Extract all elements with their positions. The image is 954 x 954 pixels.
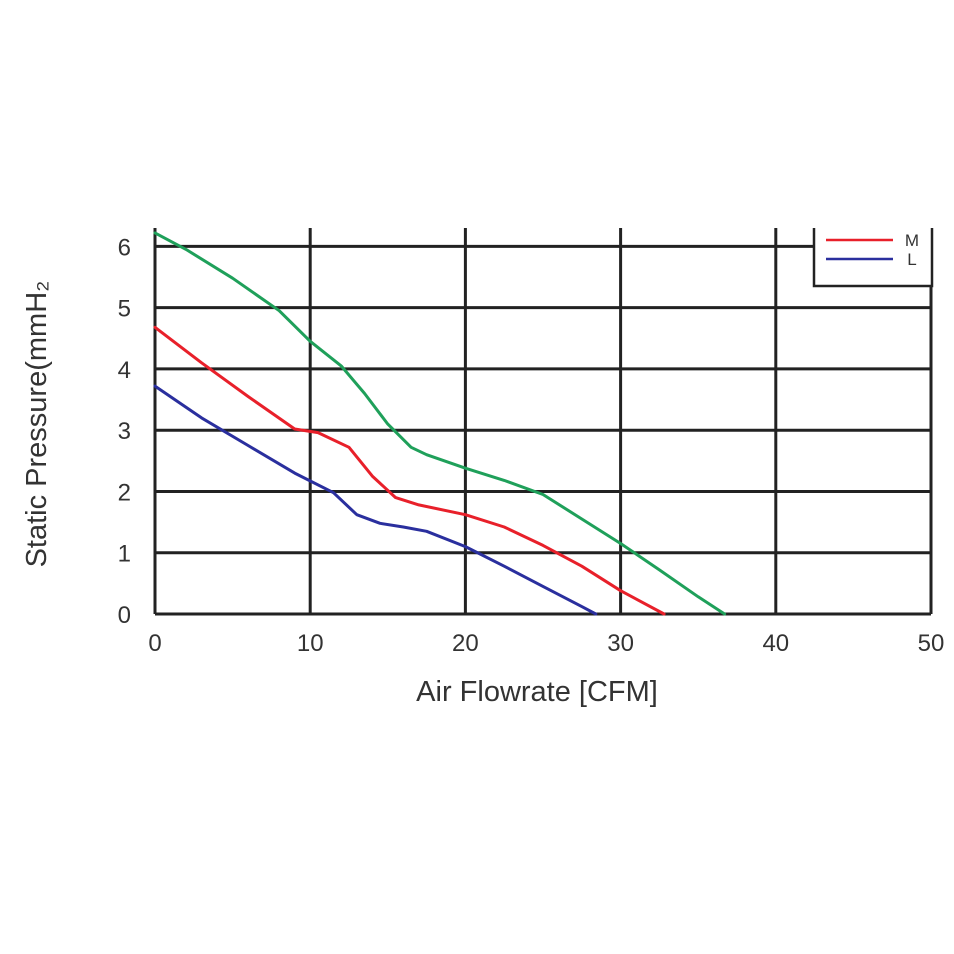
series-line-unlabeled-0	[153, 231, 727, 616]
legend-label-l: L	[907, 250, 916, 269]
grid	[153, 228, 933, 616]
top-mask	[0, 0, 954, 228]
series-line-l	[153, 384, 598, 616]
x-axis-title: Air Flowrate [CFM]	[416, 676, 658, 708]
series-lines	[153, 231, 727, 616]
legend-label-m: M	[905, 231, 919, 250]
y-tick-label: 6	[118, 234, 131, 261]
x-tick-label: 30	[607, 630, 634, 657]
legend-box	[812, 224, 934, 288]
y-axis-title: Static Pressure(mmH₂	[21, 281, 53, 568]
x-tick-label: 10	[297, 630, 324, 657]
y-tick-label: 1	[118, 541, 131, 568]
tick-labels: 0 10 20 30 40 50 0 1 2 3 4 5 6	[118, 234, 945, 657]
x-tick-label: 50	[918, 630, 945, 657]
legend: ML	[812, 224, 934, 288]
x-tick-label: 0	[148, 630, 161, 657]
x-tick-label: 40	[762, 630, 789, 657]
y-tick-label: 0	[118, 602, 131, 629]
series-line-m	[153, 325, 666, 616]
y-tick-label: 5	[118, 296, 131, 323]
y-tick-label: 3	[118, 418, 131, 445]
y-tick-label: 4	[118, 357, 131, 384]
y-tick-label: 2	[118, 479, 131, 506]
x-tick-label: 20	[452, 630, 479, 657]
